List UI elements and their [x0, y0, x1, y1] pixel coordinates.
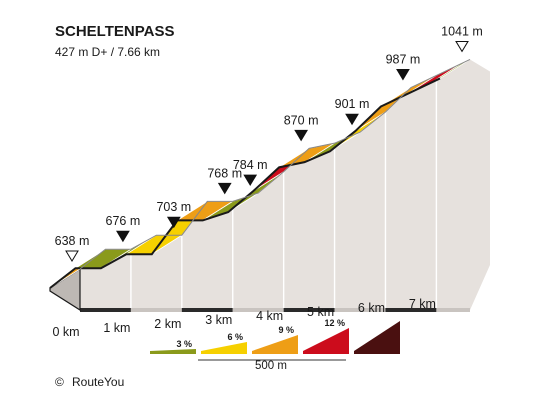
elevation-marker-open — [65, 250, 79, 262]
legend-group: 3 % 6 % 9 % 12 % — [150, 318, 400, 361]
legend-label: 9 % — [278, 325, 294, 335]
km-tick-label: 6 km — [358, 301, 385, 315]
elevation-label: 703 m — [156, 200, 191, 214]
elevation-label: 987 m — [386, 53, 421, 67]
elevation-marker — [166, 216, 181, 229]
profile-group — [49, 58, 490, 312]
elevation-label: 784 m — [233, 158, 268, 172]
copyright-symbol: © — [55, 375, 64, 389]
elevation-marker — [345, 113, 359, 126]
legend-label: 3 % — [176, 339, 192, 349]
legend-swatch — [201, 342, 247, 354]
km-tick-label: 5 km — [307, 305, 334, 319]
profile-wall — [80, 59, 490, 310]
elevation-marker — [217, 182, 232, 195]
km-tick-label: 4 km — [256, 309, 283, 323]
legend-swatch — [150, 349, 196, 354]
km-tick-label: 2 km — [154, 317, 181, 331]
km-tick-label: 0 km — [52, 325, 79, 339]
routeyou-credit: RouteYou — [72, 375, 124, 389]
legend-label: 6 % — [227, 332, 243, 342]
km-tick-label: 7 km — [409, 297, 436, 311]
chart-subtitle: 427 m D+ / 7.66 km — [55, 45, 160, 59]
legend-scale-label: 500 m — [255, 360, 287, 372]
elevation-label: 901 m — [335, 97, 370, 111]
legend-swatch — [303, 328, 349, 354]
elevation-label: 768 m — [207, 166, 242, 180]
elevation-marker — [396, 69, 410, 81]
elevation-marker — [294, 129, 308, 142]
elevation-label: 638 m — [55, 234, 90, 248]
elevation-label: 676 m — [106, 214, 141, 228]
legend-swatch — [252, 335, 298, 354]
elevation-label: 870 m — [284, 113, 319, 127]
profile-back-edge — [79, 58, 471, 270]
legend-label: 12 % — [324, 318, 345, 328]
km-tick-label: 1 km — [103, 321, 130, 335]
elevation-marker-open — [455, 40, 469, 53]
km-tick-label: 3 km — [205, 313, 232, 327]
elevation-marker — [243, 174, 258, 187]
legend-swatch — [354, 321, 400, 354]
chart-title: SCHELTENPASS — [55, 23, 174, 40]
elevation-marker — [116, 230, 130, 243]
elevation-label: 1041 m — [441, 24, 483, 38]
